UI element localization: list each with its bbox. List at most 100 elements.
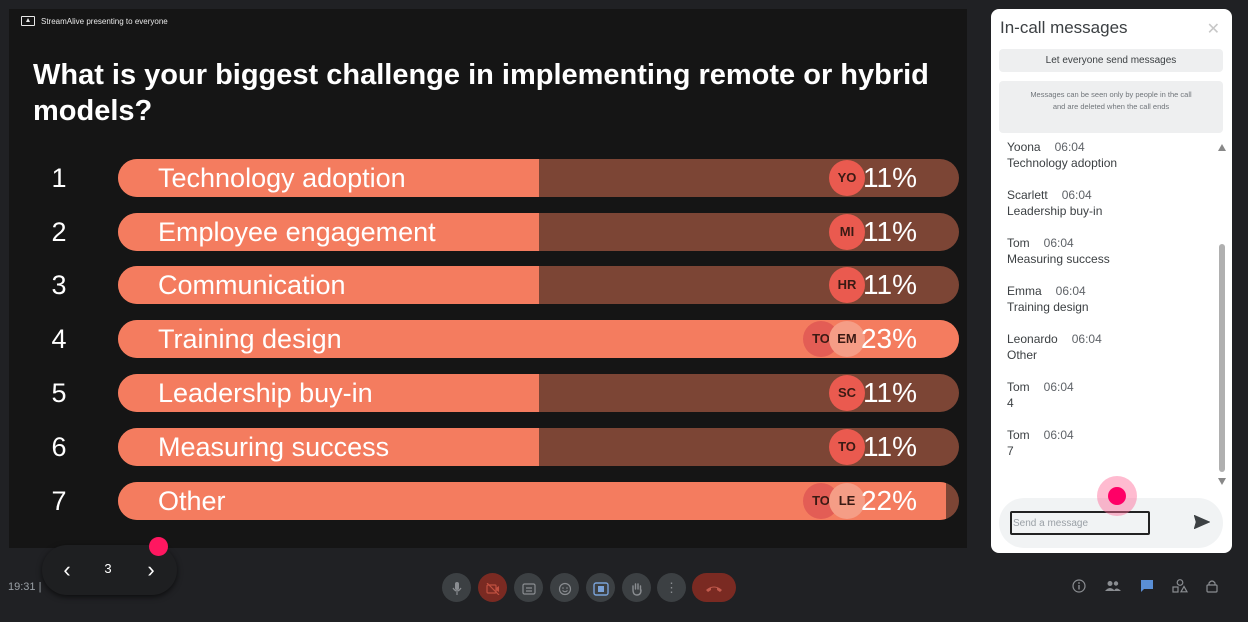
option-number: 7: [51, 486, 67, 516]
option-bar-fill: [118, 428, 539, 466]
raise-hand-icon[interactable]: [622, 573, 651, 602]
message-sender: Tom: [1007, 428, 1030, 442]
captions-icon[interactable]: [514, 573, 543, 602]
message-time: 06:04: [1043, 380, 1074, 394]
message-text: 4: [1007, 396, 1014, 410]
poll-option-row: 4 Training design TO EM 23%: [9, 320, 967, 358]
scroll-up-icon[interactable]: [1218, 144, 1226, 151]
activities-icon[interactable]: [1171, 579, 1189, 597]
option-label: Communication: [158, 270, 346, 300]
end-call-icon[interactable]: [692, 573, 736, 602]
message-text: 7: [1007, 444, 1014, 458]
option-label: Employee engagement: [158, 217, 436, 247]
scroll-thumb[interactable]: [1219, 244, 1225, 472]
poll-option-row: 5 Leadership buy-in SC 11%: [9, 374, 967, 412]
chat-message: Scarlett 06:04 Leadership buy-in: [1007, 188, 1102, 218]
mic-icon[interactable]: [442, 573, 471, 602]
message-header: Scarlett 06:04: [1007, 188, 1102, 202]
meeting-control-bar: 19:31 | ⋮: [0, 555, 1248, 622]
present-icon[interactable]: [586, 573, 615, 602]
host-controls-icon[interactable]: [1203, 579, 1221, 597]
voter-avatar: YO: [829, 160, 865, 196]
option-percent: 11%: [863, 269, 917, 300]
option-bar: Measuring success TO 11%: [118, 428, 959, 466]
option-number: 4: [51, 324, 67, 354]
option-number: 6: [51, 432, 67, 462]
poll-option-row: 6 Measuring success TO 11%: [9, 428, 967, 466]
chat-icon[interactable]: [1138, 579, 1156, 597]
presenter-label: StreamAlive presenting to everyone: [41, 16, 168, 26]
option-percent: 23%: [860, 323, 917, 354]
message-time: 06:04: [1043, 236, 1074, 250]
chat-message: Tom 06:04 Measuring success: [1007, 236, 1110, 266]
chat-message: Tom 06:04 7: [1007, 428, 1074, 458]
poll-option-row: 2 Employee engagement MI 11%: [9, 213, 967, 251]
chat-panel: In-call messages ✕ Let everyone send mes…: [991, 9, 1232, 553]
option-percent: 11%: [863, 162, 917, 193]
pointer-indicator: [149, 537, 168, 556]
option-bar-fill: [118, 266, 539, 304]
current-page-number: 3: [104, 561, 112, 576]
present-screen-icon: [21, 16, 35, 26]
chat-title: In-call messages: [1000, 18, 1128, 37]
message-text: Training design: [1007, 300, 1089, 314]
people-icon[interactable]: [1104, 579, 1122, 597]
poll-question: What is your biggest challenge in implem…: [33, 59, 929, 127]
option-bar: Communication HR 11%: [118, 266, 959, 304]
scroll-down-icon[interactable]: [1218, 478, 1226, 485]
more-options-icon[interactable]: ⋮: [657, 573, 686, 602]
chat-message: Yoona 06:04 Technology adoption: [1007, 140, 1117, 170]
message-time: 06:04: [1054, 140, 1085, 154]
option-number: 1: [51, 163, 67, 193]
option-percent: 11%: [863, 377, 917, 408]
info-icon[interactable]: [1070, 579, 1088, 597]
message-time: 06:04: [1071, 332, 1102, 346]
option-label: Training design: [158, 324, 342, 354]
message-scrollbar[interactable]: [1217, 144, 1227, 489]
message-time: 06:04: [1055, 284, 1086, 298]
close-icon[interactable]: ✕: [1206, 21, 1220, 38]
message-header: Tom 06:04: [1007, 380, 1074, 394]
message-text: Other: [1007, 348, 1038, 362]
message-header: Leonardo 06:04: [1007, 332, 1102, 346]
allow-messages-button[interactable]: Let everyone send messages: [999, 49, 1223, 72]
emoji-icon[interactable]: [550, 573, 579, 602]
option-bar-fill: [118, 374, 539, 412]
chevron-right-icon[interactable]: ›: [147, 557, 155, 582]
option-bar: Employee engagement MI 11%: [118, 213, 959, 251]
chat-message: Emma 06:04 Training design: [1007, 284, 1089, 314]
option-number: 2: [51, 217, 67, 247]
option-bar-fill: [118, 213, 539, 251]
option-bar: Leadership buy-in SC 11%: [118, 374, 959, 412]
message-list[interactable]: Yoona 06:04 Technology adoption Scarlett 06:…: [991, 137, 1217, 487]
chat-message: Leonardo 06:04 Other: [1007, 332, 1102, 362]
message-text: Measuring success: [1007, 252, 1110, 266]
message-header: Tom 06:04: [1007, 236, 1110, 250]
message-sender: Yoona: [1007, 140, 1041, 154]
option-label: Leadership buy-in: [158, 378, 373, 408]
voter-avatar: MI: [829, 214, 865, 250]
option-percent: 11%: [863, 216, 917, 247]
meeting-clock: 19:31 |: [8, 581, 42, 593]
chevron-left-icon[interactable]: ‹: [63, 557, 71, 582]
message-composer: [999, 498, 1223, 548]
option-label: Other: [158, 486, 226, 516]
send-icon[interactable]: [1194, 515, 1210, 529]
chat-info-note: Messages can be seen only by people in t…: [999, 81, 1223, 133]
message-sender: Tom: [1007, 380, 1030, 394]
option-percent: 11%: [863, 431, 917, 462]
camera-off-icon[interactable]: [478, 573, 507, 602]
option-percent: 22%: [860, 485, 917, 516]
option-bar: Technology adoption YO 11%: [118, 159, 959, 197]
message-sender: Tom: [1007, 236, 1030, 250]
cursor-dot: [1108, 487, 1126, 505]
message-header: Yoona 06:04: [1007, 140, 1117, 154]
message-header: Tom 06:04: [1007, 428, 1074, 442]
option-bar-fill: [118, 159, 539, 197]
voter-avatar: TO: [829, 429, 865, 465]
message-time: 06:04: [1061, 188, 1092, 202]
message-sender: Emma: [1007, 284, 1042, 298]
option-bar: Training design TO EM 23%: [118, 320, 959, 358]
message-input[interactable]: [1010, 511, 1150, 535]
